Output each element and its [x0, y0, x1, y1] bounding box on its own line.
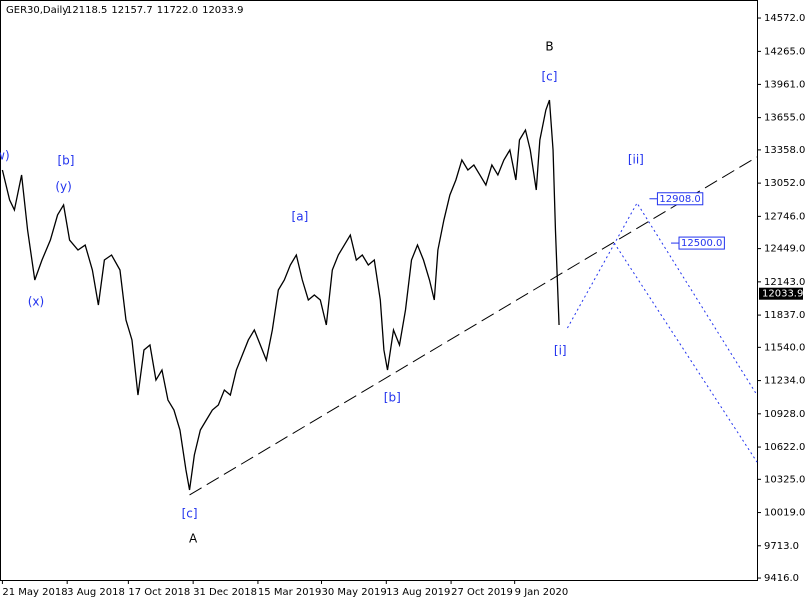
y-tick-label: 10325.0: [764, 474, 805, 485]
level-label: 12908.0: [659, 194, 700, 205]
y-tick-label: 10019.0: [764, 508, 805, 519]
price-line: [1, 99, 560, 491]
y-tick-label: 11540.0: [764, 342, 805, 353]
wave-label: [i]: [554, 344, 567, 358]
y-tick-label: 9713.0: [764, 541, 799, 552]
header-high: 12157.7: [111, 5, 152, 16]
y-tick-label: 13655.0: [764, 113, 805, 124]
x-tick-label: 3 Aug 2018: [67, 587, 125, 598]
y-tick-label: 10622.0: [764, 442, 805, 453]
level-label: 12500.0: [681, 238, 722, 249]
last-price-box: [759, 287, 803, 300]
x-tick-label: 21 May 2018: [2, 587, 67, 598]
wave-label: [a]: [292, 210, 309, 224]
wave-label: (x): [28, 294, 44, 308]
y-tick-label: 12143.0: [764, 277, 805, 288]
y-tick-label: 13052.0: [764, 178, 805, 189]
header-low: 11722.0: [157, 5, 198, 16]
y-tick-label: 11234.0: [764, 376, 805, 387]
projection-line: [613, 242, 758, 463]
y-tick-label: 12449.0: [764, 244, 805, 255]
y-tick-label: 13961.0: [764, 79, 805, 90]
y-tick-label: 14572.0: [764, 13, 805, 24]
wave-label: [ii]: [628, 152, 644, 166]
wave-label: [c]: [541, 70, 557, 84]
y-tick-label: 9416.0: [764, 573, 799, 584]
wave-label: [c]: [182, 506, 198, 520]
y-tick-label: 12746.0: [764, 211, 805, 222]
y-tick-label: 11837.0: [764, 310, 805, 321]
wave-label: B: [545, 40, 553, 54]
x-tick-label: 15 Mar 2019: [258, 587, 321, 598]
y-tick-label: 14265.0: [764, 46, 805, 57]
header-open: 12118.5: [66, 5, 107, 16]
x-tick-label: 17 Oct 2018: [128, 587, 190, 598]
x-tick-label: 27 Oct 2019: [451, 587, 513, 598]
wave-label: A: [189, 531, 198, 545]
x-tick-label: 30 May 2019: [322, 587, 387, 598]
wave-label: [b]: [57, 153, 74, 167]
projection-line: [189, 156, 758, 496]
x-tick-label: 31 Dec 2018: [193, 587, 257, 598]
header-close: 12033.9: [202, 5, 243, 16]
x-tick-label: 13 Aug 2019: [386, 587, 450, 598]
wave-label: [b]: [384, 390, 401, 404]
wave-label: (y): [55, 180, 71, 194]
y-tick-label: 10928.0: [764, 409, 805, 420]
level-box: [656, 192, 704, 206]
last-price-label: 12033.9: [762, 289, 803, 300]
x-tick-label: 9 Jan 2020: [515, 587, 569, 598]
header-symbol: GER30,Daily: [6, 5, 68, 16]
wave-label: w): [0, 148, 10, 162]
level-box: [678, 236, 725, 250]
y-tick-label: 13358.0: [764, 145, 805, 156]
